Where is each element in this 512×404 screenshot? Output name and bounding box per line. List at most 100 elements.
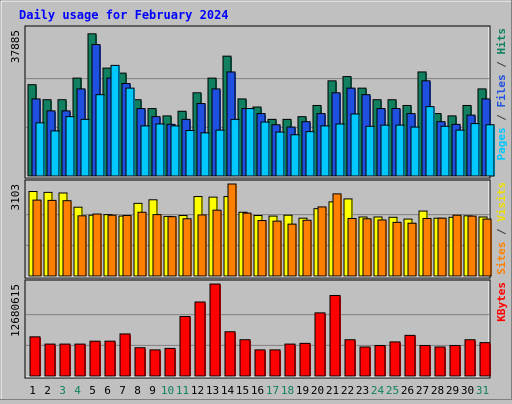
bar bbox=[485, 124, 495, 177]
bar bbox=[209, 283, 221, 377]
x-tick-label: 10 bbox=[161, 384, 174, 397]
bar-body bbox=[455, 129, 465, 177]
bar-body bbox=[305, 131, 315, 177]
series-kbytes bbox=[29, 283, 491, 377]
bar-body bbox=[35, 122, 45, 177]
bar bbox=[104, 340, 116, 377]
bar-body bbox=[449, 345, 461, 377]
bar-body bbox=[164, 347, 176, 377]
bar-body bbox=[467, 215, 477, 277]
bar-body bbox=[197, 214, 207, 277]
bar-body bbox=[272, 220, 282, 277]
bar bbox=[140, 125, 150, 177]
bar bbox=[350, 113, 360, 177]
x-tick-label: 1 bbox=[29, 384, 36, 397]
bar-body bbox=[470, 123, 480, 177]
x-tick-label: 3 bbox=[59, 384, 66, 397]
bar bbox=[134, 347, 146, 377]
bar bbox=[269, 349, 281, 377]
x-axis-labels: 1 2 3 4 5 6 7 8 9 10 11 12 13 14 15 16 17 18 19 20 21 22 23 24 2… bbox=[29, 384, 489, 397]
bar-body bbox=[194, 301, 206, 377]
bar-body bbox=[44, 343, 56, 377]
bar-body bbox=[257, 220, 267, 277]
x-tick-label: 23 bbox=[356, 384, 369, 397]
bar bbox=[470, 123, 480, 177]
bar-body bbox=[347, 217, 357, 277]
bar-body bbox=[335, 123, 345, 177]
bar-body bbox=[155, 123, 165, 177]
y-max-label: 3103 bbox=[9, 184, 22, 211]
bar bbox=[242, 212, 252, 277]
bar bbox=[164, 347, 176, 377]
bar-body bbox=[407, 222, 417, 277]
x-tick-label: 26 bbox=[401, 384, 414, 397]
bar-body bbox=[452, 214, 462, 277]
bar-body bbox=[329, 294, 341, 377]
bar bbox=[44, 343, 56, 377]
x-tick-label: 9 bbox=[149, 384, 156, 397]
bar-body bbox=[80, 118, 90, 177]
bar-body bbox=[395, 124, 405, 177]
bar bbox=[344, 339, 356, 377]
x-tick-label: 4 bbox=[74, 384, 81, 397]
bar bbox=[272, 220, 282, 277]
bar bbox=[35, 122, 45, 177]
bar bbox=[449, 345, 461, 377]
bar bbox=[230, 118, 240, 177]
legend-entry: Pages bbox=[495, 127, 508, 160]
bar bbox=[410, 126, 420, 177]
bar bbox=[155, 123, 165, 177]
bar-body bbox=[167, 216, 177, 277]
chart-title: Daily usage for February 2024 bbox=[19, 8, 229, 22]
x-tick-label: 22 bbox=[341, 384, 354, 397]
y-max-label: 12680615 bbox=[9, 284, 22, 337]
bar bbox=[89, 340, 101, 377]
legend-entry: Sites bbox=[495, 242, 508, 275]
x-tick-label: 25 bbox=[386, 384, 399, 397]
bar-body bbox=[209, 283, 221, 377]
bar bbox=[110, 64, 120, 177]
legend-entry: Hits bbox=[495, 28, 508, 55]
bar bbox=[305, 131, 315, 177]
bar bbox=[224, 331, 236, 377]
bar bbox=[254, 349, 266, 377]
legend-entry: / bbox=[495, 55, 508, 75]
bar-body bbox=[362, 218, 372, 277]
bar-body bbox=[29, 336, 41, 377]
x-tick-label: 16 bbox=[251, 384, 264, 397]
bar-body bbox=[332, 193, 342, 277]
bar bbox=[317, 206, 327, 277]
bar bbox=[452, 214, 462, 277]
x-tick-label: 8 bbox=[134, 384, 141, 397]
bar bbox=[302, 219, 312, 277]
bar bbox=[287, 223, 297, 277]
bar-body bbox=[482, 218, 492, 277]
x-tick-label: 31 bbox=[476, 384, 489, 397]
bar-body bbox=[239, 339, 251, 377]
bar bbox=[362, 218, 372, 277]
bar bbox=[419, 345, 431, 377]
bar bbox=[194, 301, 206, 377]
bar-body bbox=[299, 342, 311, 377]
bar-body bbox=[212, 209, 222, 277]
bar bbox=[149, 349, 161, 377]
bar-body bbox=[425, 106, 435, 177]
panel-top: 37885 Pages / Files / Hits bbox=[9, 25, 508, 179]
bar-body bbox=[110, 64, 120, 177]
bar bbox=[257, 220, 267, 277]
bar-body bbox=[479, 342, 491, 377]
x-tick-label: 11 bbox=[176, 384, 189, 397]
bar-body bbox=[392, 221, 402, 277]
bar bbox=[152, 214, 162, 277]
bar bbox=[347, 217, 357, 277]
chart-panels: 37885 Pages / Files / Hits 3103 Sites / Vis… bbox=[9, 25, 508, 379]
bar-body bbox=[134, 347, 146, 377]
bar bbox=[170, 125, 180, 177]
bar-body bbox=[74, 343, 86, 377]
bar bbox=[455, 129, 465, 177]
bar-body bbox=[119, 333, 131, 377]
bar-body bbox=[485, 124, 495, 177]
bar bbox=[122, 215, 132, 277]
